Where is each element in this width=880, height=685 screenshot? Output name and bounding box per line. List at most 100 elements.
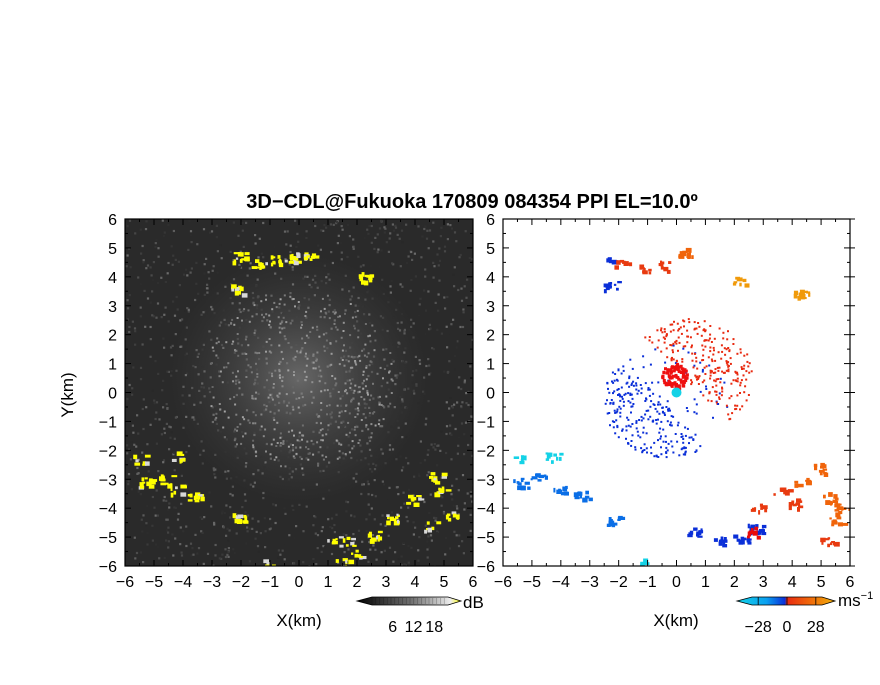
reflectivity-echo-pixel	[144, 477, 148, 480]
velocity-center-pixel	[736, 380, 739, 383]
y-tick-label: 1	[486, 357, 495, 374]
noise-pixel	[258, 237, 261, 240]
velocity-center-pixel	[726, 338, 729, 341]
noise-pixel	[232, 548, 235, 551]
noise-pixel	[462, 552, 465, 555]
noise-pixel	[446, 295, 449, 299]
velocity-core-pixel	[662, 370, 666, 374]
noise-pixel	[455, 534, 458, 537]
noise-pixel	[205, 287, 209, 290]
noise-pixel	[443, 370, 446, 373]
velocity-echo-pixel	[747, 535, 750, 539]
x-tick-label: 0	[672, 574, 681, 591]
noise-pixel	[161, 219, 164, 222]
reflectivity-echo-pixel	[251, 266, 258, 269]
noise-pixel	[337, 234, 340, 237]
velocity-echo-pixel	[836, 516, 842, 520]
velocity-core-pixel	[679, 378, 683, 382]
velocity-echo-pixel	[736, 538, 740, 542]
velocity-center-pixel	[712, 346, 715, 349]
noise-pixel	[400, 564, 404, 566]
noise-pixel	[212, 265, 215, 268]
noise-pixel	[458, 376, 461, 379]
noise-pixel	[136, 472, 139, 475]
noise-pixel	[227, 539, 230, 542]
reflectivity-echo-pixel	[338, 536, 344, 539]
velocity-colorbar: −28 0 28 ms−1	[735, 590, 873, 636]
velocity-center-pixel	[606, 381, 609, 384]
noise-pixel	[164, 306, 167, 309]
reflectivity-echo-pixel	[180, 492, 187, 497]
noise-pixel	[203, 272, 206, 275]
velocity-core-pixel	[666, 369, 670, 373]
x-tick-label: −2	[232, 574, 250, 591]
velocity-center-pixel	[606, 412, 609, 415]
noise-pixel	[142, 514, 145, 517]
velocity-echo-pixel	[748, 530, 754, 535]
noise-pixel	[433, 265, 436, 268]
velocity-colorbar-unit: ms−1	[838, 590, 873, 610]
noise-pixel	[335, 513, 338, 516]
noise-pixel	[168, 448, 171, 451]
velocity-center-pixel	[664, 337, 666, 340]
noise-pixel	[220, 557, 223, 560]
noise-pixel	[220, 512, 224, 515]
noise-pixel	[229, 516, 232, 519]
noise-pixel	[216, 271, 219, 274]
velocity-echo-pixel	[832, 542, 835, 546]
noise-pixel	[168, 506, 171, 509]
noise-pixel	[215, 236, 218, 239]
velocity-center-pixel	[677, 349, 679, 352]
velocity-echo-pixel	[779, 487, 785, 492]
noise-pixel	[392, 560, 395, 563]
noise-pixel	[257, 550, 260, 553]
x-tick-label: 2	[730, 574, 739, 591]
reflectivity-echo-pixel	[284, 259, 288, 263]
velocity-center-pixel	[660, 435, 662, 438]
noise-pixel	[144, 228, 148, 231]
noise-pixel	[457, 444, 460, 447]
noise-pixel	[147, 470, 150, 473]
noise-pixel	[335, 220, 338, 223]
noise-pixel	[152, 261, 155, 264]
reflectivity-echo-pixel	[145, 461, 150, 466]
noise-pixel	[127, 307, 130, 310]
velocity-center-pixel	[741, 405, 744, 408]
noise-pixel	[229, 250, 232, 253]
velocity-center-pixel	[631, 423, 634, 425]
velocity-echo-pixel	[803, 290, 808, 294]
velocity-center-pixel	[703, 379, 706, 382]
noise-pixel	[450, 489, 453, 493]
velocity-echo-pixel	[806, 291, 811, 294]
velocity-echo-pixel	[835, 497, 839, 501]
reflectivity-echo-pixel	[194, 494, 200, 499]
noise-pixel	[255, 530, 258, 533]
reflectivity-echo-pixel	[296, 253, 301, 258]
noise-pixel	[173, 506, 176, 509]
noise-pixel	[189, 230, 193, 233]
noise-pixel	[262, 256, 265, 259]
velocity-center-pixel	[721, 386, 723, 389]
noise-pixel	[346, 255, 349, 259]
velocity-center-pixel	[632, 384, 635, 387]
noise-pixel	[467, 403, 470, 407]
noise-pixel	[155, 411, 158, 414]
noise-pixel	[388, 486, 391, 489]
noise-pixel	[163, 427, 166, 430]
noise-pixel	[444, 553, 447, 556]
velocity-center-pixel	[645, 409, 648, 412]
velocity-center-pixel	[691, 344, 693, 347]
noise-pixel	[348, 235, 351, 238]
velocity-center-pixel	[688, 436, 691, 439]
reflectivity-echo-pixel	[396, 513, 399, 516]
velocity-echo-pixel	[648, 268, 652, 272]
velocity-echo-pixel	[797, 507, 800, 512]
noise-pixel	[131, 320, 134, 323]
noise-pixel	[188, 220, 191, 223]
velocity-center-pixel	[611, 371, 614, 374]
reflectivity-echo-pixel	[266, 562, 270, 566]
velocity-center-pixel	[687, 351, 690, 354]
noise-pixel	[172, 229, 175, 233]
noise-pixel	[439, 494, 442, 497]
